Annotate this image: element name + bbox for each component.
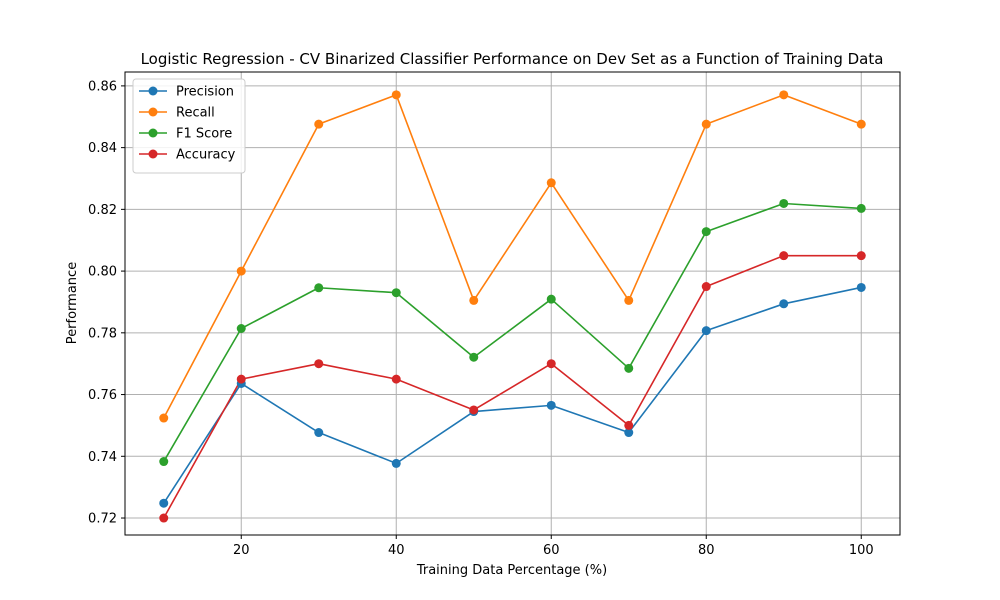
data-point-accuracy	[624, 420, 634, 430]
data-point-precision	[546, 400, 556, 410]
data-point-f1-score	[779, 198, 789, 208]
legend-label-precision: Precision	[176, 85, 234, 100]
data-point-f1-score	[236, 324, 246, 334]
plot-frame	[124, 71, 901, 536]
legend-label-f1-score: F1 Score	[176, 127, 232, 142]
data-point-precision	[624, 428, 634, 438]
y-axis-ticks: 0.72 0.74 0.76 0.78 0.80 0.82 0.84 0.86	[88, 79, 125, 527]
data-point-recall	[856, 119, 866, 129]
legend-swatch-marker-accuracy	[148, 149, 158, 159]
data-point-f1-score	[314, 283, 324, 293]
data-point-f1-score	[159, 457, 169, 467]
x-tick-label: 40	[388, 543, 405, 558]
chart-title: Logistic Regression - CV Binarized Class…	[141, 50, 884, 68]
data-point-recall	[159, 413, 169, 423]
x-tick-label: 80	[698, 543, 715, 558]
data-point-precision	[856, 282, 866, 292]
legend-label-recall: Recall	[176, 106, 215, 121]
data-point-recall	[236, 266, 246, 276]
legend-swatch-marker-recall	[148, 107, 158, 117]
data-point-precision	[391, 458, 401, 468]
data-point-precision	[779, 299, 789, 309]
x-tick-label: 60	[543, 543, 560, 558]
y-tick-label: 0.76	[88, 388, 117, 403]
series-line-precision	[163, 286, 862, 504]
data-point-recall	[779, 90, 789, 100]
series-line-recall	[163, 94, 862, 419]
y-tick-label: 0.80	[88, 265, 117, 280]
data-point-precision	[314, 428, 324, 438]
y-tick-label: 0.84	[88, 141, 117, 156]
data-point-recall	[624, 295, 634, 305]
data-point-f1-score	[391, 288, 401, 298]
series-points	[159, 90, 866, 523]
data-point-f1-score	[546, 294, 556, 304]
series-lines	[163, 94, 862, 519]
data-point-recall	[314, 119, 324, 129]
legend: Precision Recall F1 Score Accuracy	[132, 78, 246, 174]
data-point-accuracy	[236, 374, 246, 384]
y-tick-label: 0.78	[88, 326, 117, 341]
y-axis-label: Performance	[65, 262, 80, 344]
y-tick-label: 0.74	[88, 450, 117, 465]
data-point-recall	[546, 178, 556, 188]
data-point-f1-score	[469, 352, 479, 362]
legend-frame	[132, 78, 246, 174]
data-point-f1-score	[856, 203, 866, 213]
data-point-recall	[391, 90, 401, 100]
data-point-precision	[701, 326, 711, 336]
data-point-accuracy	[779, 251, 789, 261]
y-tick-label: 0.82	[88, 203, 117, 218]
legend-label-accuracy: Accuracy	[176, 148, 236, 163]
data-point-accuracy	[546, 359, 556, 369]
data-point-precision	[159, 498, 169, 508]
legend-swatch-marker-precision	[148, 86, 158, 96]
data-point-accuracy	[701, 282, 711, 292]
data-point-f1-score	[624, 363, 634, 373]
x-axis-label: Training Data Percentage (%)	[416, 563, 607, 578]
series-line-accuracy	[163, 254, 862, 519]
data-point-accuracy	[469, 405, 479, 415]
y-tick-label: 0.86	[88, 79, 117, 94]
legend-swatch-marker-f1-score	[148, 128, 158, 138]
x-axis-ticks: 20 40 60 80 100	[233, 535, 874, 558]
data-point-recall	[469, 295, 479, 305]
data-point-accuracy	[159, 513, 169, 523]
data-point-accuracy	[314, 359, 324, 369]
series-line-f1-score	[163, 202, 862, 462]
x-tick-label: 20	[233, 543, 250, 558]
data-point-f1-score	[701, 227, 711, 237]
data-point-accuracy	[391, 374, 401, 384]
data-point-accuracy	[856, 251, 866, 261]
x-tick-label: 100	[849, 543, 874, 558]
y-tick-label: 0.72	[88, 512, 117, 527]
data-point-recall	[701, 119, 711, 129]
